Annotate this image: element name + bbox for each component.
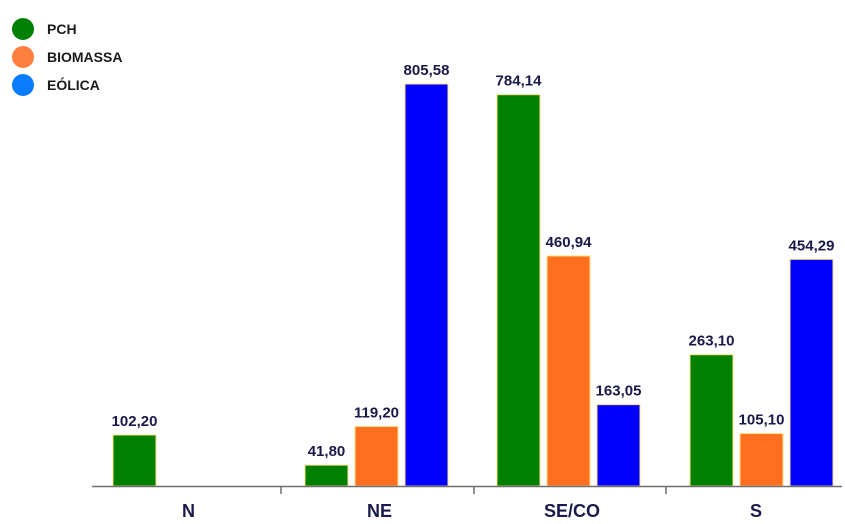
legend: PCH BIOMASSA EÓLICA <box>12 18 122 96</box>
legend-label-pch: PCH <box>47 21 77 37</box>
legend-marker-pch <box>12 18 34 40</box>
value-label-pch-se-co: 784,14 <box>496 73 543 90</box>
bar-pch-s <box>689 354 734 487</box>
x-axis: N NE SE/CO S <box>92 485 842 521</box>
value-label-eolica-ne: 805,58 <box>404 62 450 79</box>
bar-biomassa-ne <box>354 426 399 487</box>
x-tick-label-ne: NE <box>367 501 392 521</box>
bar-biomassa-s <box>739 433 784 487</box>
bar-eolica-se-co <box>596 404 641 487</box>
value-label-biomassa-se-co: 460,94 <box>546 234 593 251</box>
legend-marker-eolica <box>12 74 34 96</box>
x-tick-label-se-co: SE/CO <box>544 501 600 521</box>
value-label-biomassa-s: 105,10 <box>739 412 785 429</box>
bars <box>112 83 834 487</box>
value-label-pch-n: 102,20 <box>112 413 158 430</box>
x-tick-label-n: N <box>182 501 195 521</box>
bar-biomassa-se-co <box>546 255 591 487</box>
bar-pch-ne <box>304 464 349 487</box>
legend-label-biomassa: BIOMASSA <box>47 49 122 65</box>
bar-pch-n <box>112 434 157 487</box>
value-label-biomassa-ne: 119,20 <box>354 405 399 422</box>
bar-eolica-ne <box>404 83 449 487</box>
legend-marker-biomassa <box>12 46 34 68</box>
value-label-eolica-se-co: 163,05 <box>596 383 642 400</box>
bar-eolica-s <box>789 258 834 487</box>
x-tick-label-s: S <box>750 501 762 521</box>
value-label-pch-ne: 41,80 <box>308 443 346 460</box>
value-label-eolica-s: 454,29 <box>789 237 835 254</box>
bar-pch-se-co <box>496 94 541 487</box>
legend-label-eolica: EÓLICA <box>47 76 100 93</box>
value-label-pch-s: 263,10 <box>689 333 735 350</box>
value-labels: 102,20 41,80 784,14 263,10 119,20 460,94 105,1… <box>112 62 835 460</box>
